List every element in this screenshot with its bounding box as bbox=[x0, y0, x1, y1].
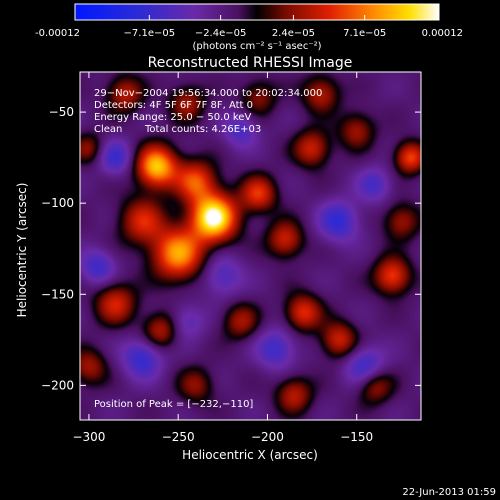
y-tick-label: −150 bbox=[41, 287, 74, 301]
colorbar-units: (photons cm⁻² s⁻¹ asec⁻²) bbox=[192, 41, 321, 52]
x-tick-label: −200 bbox=[251, 430, 284, 444]
annotation-energy-range: Energy Range: 25.0 − 50.0 keV bbox=[94, 112, 251, 123]
annotation-total-counts: Total counts: 4.26E+03 bbox=[144, 124, 261, 135]
annotation-peak-position: Position of Peak = [−232,−110] bbox=[94, 399, 253, 410]
y-tick-label: −50 bbox=[49, 105, 74, 119]
colorbar-tick-label: 2.4e−05 bbox=[272, 28, 315, 39]
colorbar-tick-label: 0.00012 bbox=[422, 28, 463, 39]
colorbar-tick-label: -0.00012 bbox=[35, 28, 80, 39]
annotation-time-range: 29−Nov−2004 19:56:34.000 to 20:02:34.000 bbox=[94, 88, 322, 99]
x-tick-label: −150 bbox=[340, 430, 373, 444]
y-tick-label: −100 bbox=[41, 196, 74, 210]
y-axis-label: Heliocentric Y (arcsec) bbox=[15, 183, 29, 318]
colorbar-tick-labels: -0.00012 −7.1e−05 −2.4e−05 2.4e−05 7.1e−05 0.… bbox=[35, 28, 463, 39]
heatmap-image bbox=[80, 72, 421, 420]
annotation-clean: Clean bbox=[94, 124, 122, 135]
colorbar-tick-label: −2.4e−05 bbox=[195, 28, 247, 39]
annotation-detectors: Detectors: 4F 5F 6F 7F 8F, Att 0 bbox=[94, 100, 253, 111]
x-tick-label: −300 bbox=[72, 430, 105, 444]
y-axis-ticks: −50 −100 −150 −200 bbox=[41, 105, 421, 392]
y-tick-label: −200 bbox=[41, 378, 74, 392]
chart-title: Reconstructed RHESSI Image bbox=[148, 55, 353, 71]
x-axis-ticks: −300 −250 −200 −150 bbox=[72, 72, 373, 444]
x-tick-label: −250 bbox=[162, 430, 195, 444]
colorbar-ticks bbox=[74, 15, 440, 20]
x-axis-label: Heliocentric X (arcsec) bbox=[182, 448, 318, 462]
plot-frame bbox=[79, 71, 422, 421]
footer-timestamp: 22-Jun-2013 01:59 bbox=[402, 487, 496, 498]
colorbar-tick-label: 7.1e−05 bbox=[343, 28, 386, 39]
colorbar-tick-label: −7.1e−05 bbox=[124, 28, 176, 39]
colorbar bbox=[74, 3, 440, 21]
